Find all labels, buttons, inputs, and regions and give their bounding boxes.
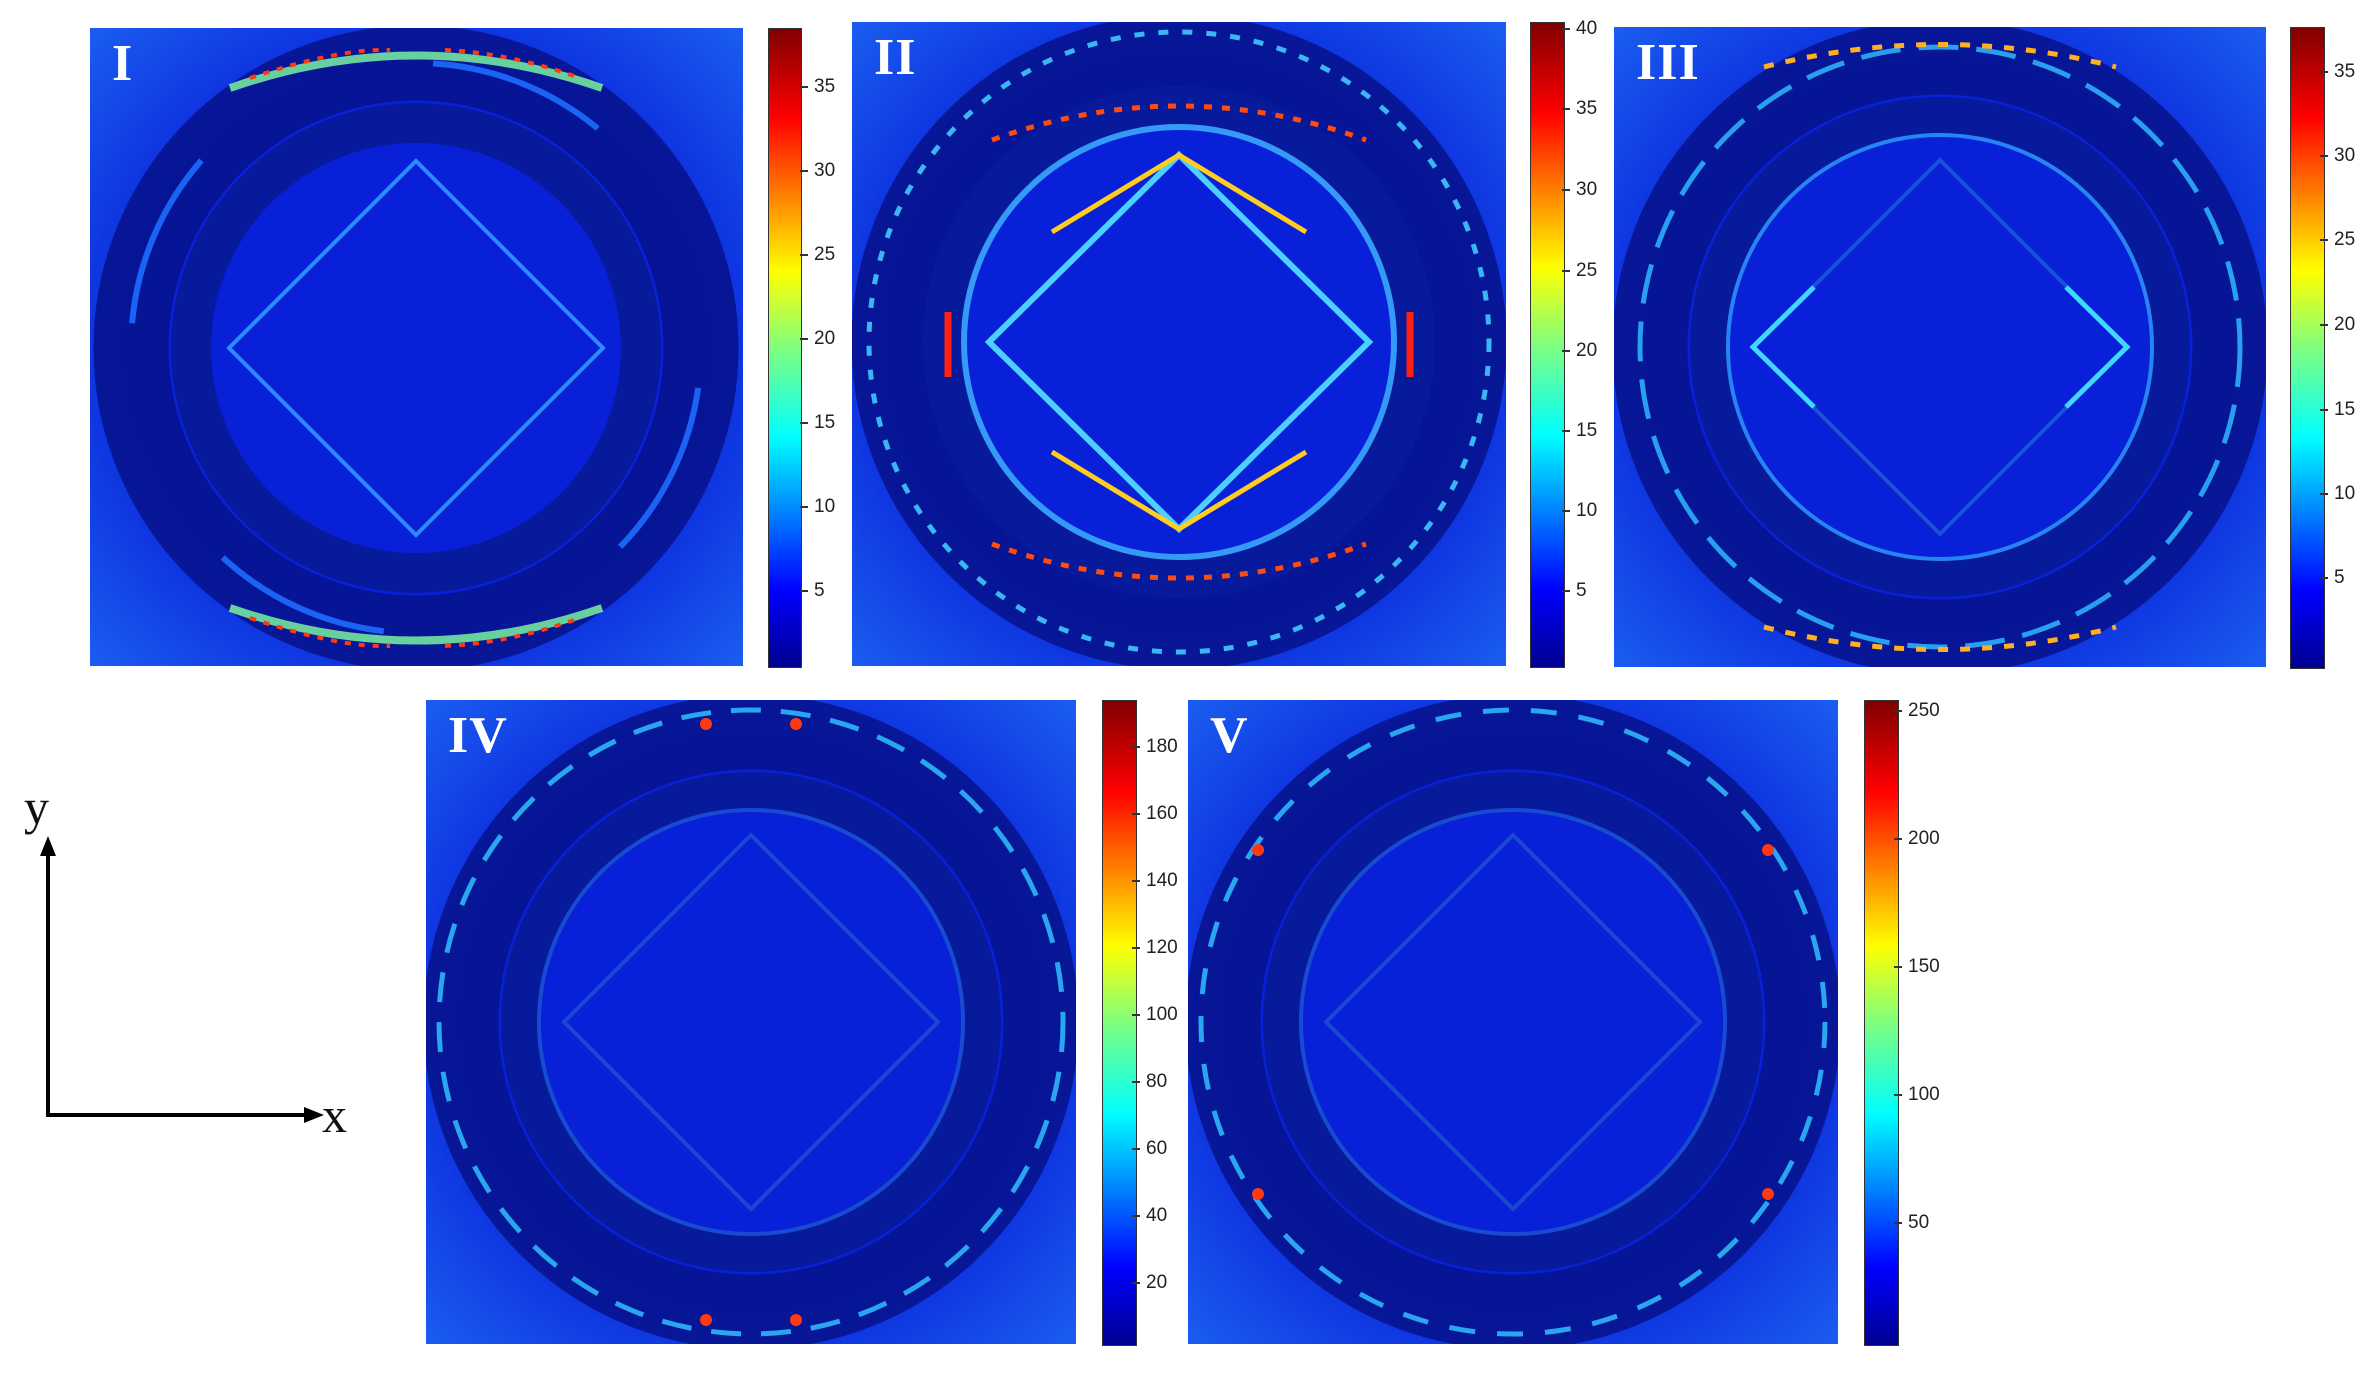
tick-label: 40 [1561, 18, 1598, 39]
tick-label: 15 [799, 412, 836, 433]
panel-i: I [90, 28, 743, 666]
tick-label: 5 [1562, 580, 1587, 601]
tick-label: 200 [1894, 828, 1940, 849]
tick-label: 25 [2319, 229, 2356, 250]
tick-label: 20 [1131, 1272, 1168, 1293]
tick-label: 100 [1894, 1084, 1940, 1105]
panel-label: III [1636, 34, 1700, 91]
colorbar-iii [2290, 27, 2325, 669]
tick-label: 25 [1561, 260, 1598, 281]
field-map-iv [426, 700, 1076, 1344]
colorbar-iv [1102, 700, 1137, 1346]
tick-label: 160 [1132, 803, 1178, 824]
tick-label: 15 [1561, 420, 1598, 441]
x-axis-label: x [322, 1087, 347, 1143]
tick-label: 60 [1131, 1138, 1168, 1159]
colorbar-v [1864, 700, 1899, 1346]
panel-label: II [874, 29, 917, 86]
x-arrowhead-icon [304, 1107, 324, 1123]
y-arrowhead-icon [40, 836, 56, 856]
y-axis-label: y [24, 779, 49, 835]
tick-label: 30 [1561, 179, 1598, 200]
tick-label: 20 [1561, 340, 1598, 361]
field-map-ii [852, 22, 1506, 666]
panel-v: V [1188, 700, 1838, 1344]
tick-label: 10 [2319, 483, 2356, 504]
field-map-iii [1614, 27, 2266, 667]
tick-label: 120 [1132, 937, 1178, 958]
tick-label: 15 [2319, 399, 2356, 420]
panel-iv: IV [426, 700, 1076, 1344]
tick-label: 40 [1131, 1205, 1168, 1226]
tick-label: 10 [1561, 500, 1598, 521]
field-map-i [90, 28, 743, 666]
colorbar-i [768, 28, 802, 668]
tick-label: 250 [1894, 700, 1940, 721]
tick-label: 30 [2319, 145, 2356, 166]
tick-label: 35 [2319, 61, 2356, 82]
tick-label: 20 [2319, 314, 2356, 335]
panel-label: IV [448, 707, 508, 764]
tick-label: 80 [1131, 1071, 1168, 1092]
tick-label: 180 [1132, 736, 1178, 757]
field-map-v [1188, 700, 1838, 1344]
tick-label: 25 [799, 244, 836, 265]
panel-label: I [112, 35, 134, 92]
tick-label: 35 [799, 76, 836, 97]
tick-label: 20 [799, 328, 836, 349]
tick-label: 140 [1132, 870, 1178, 891]
colorbar-ii [1530, 22, 1565, 668]
tick-label: 100 [1132, 1004, 1178, 1025]
panel-iii: III [1614, 27, 2266, 667]
tick-label: 30 [799, 160, 836, 181]
tick-label: 150 [1894, 956, 1940, 977]
panel-label: V [1210, 707, 1249, 764]
tick-label: 5 [800, 580, 825, 601]
panel-ii: II [852, 22, 1506, 666]
tick-label: 10 [799, 496, 836, 517]
tick-label: 5 [2320, 567, 2345, 588]
tick-label: 35 [1561, 98, 1598, 119]
tick-label: 50 [1893, 1212, 1930, 1233]
